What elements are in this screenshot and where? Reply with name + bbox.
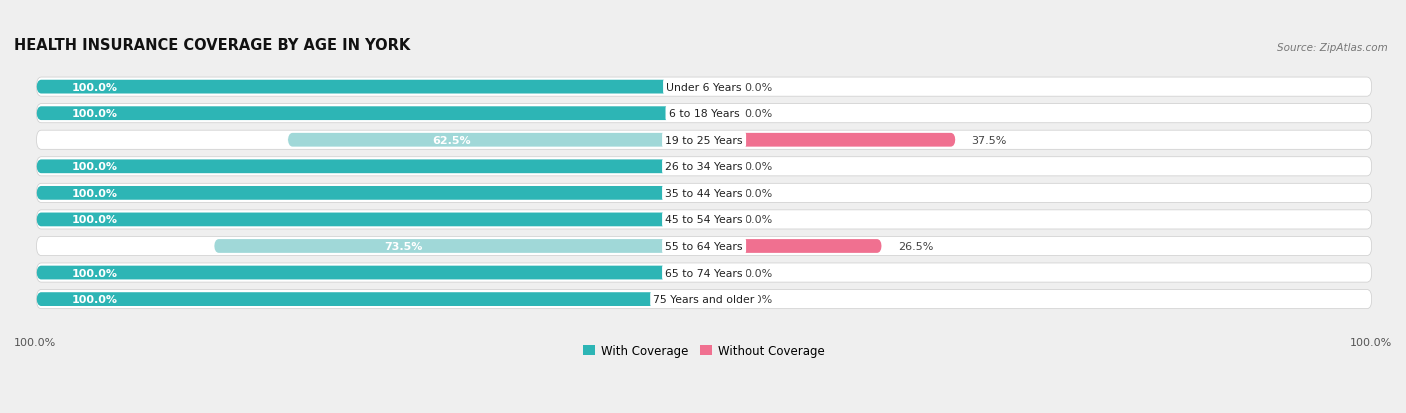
FancyBboxPatch shape xyxy=(37,131,1372,150)
FancyBboxPatch shape xyxy=(37,157,1372,176)
Text: Source: ZipAtlas.com: Source: ZipAtlas.com xyxy=(1277,43,1388,53)
FancyBboxPatch shape xyxy=(37,210,1372,230)
Text: 75 Years and older: 75 Years and older xyxy=(654,294,755,304)
FancyBboxPatch shape xyxy=(37,160,704,174)
Text: 100.0%: 100.0% xyxy=(72,294,117,304)
Text: 0.0%: 0.0% xyxy=(744,215,772,225)
Text: 19 to 25 Years: 19 to 25 Years xyxy=(665,135,742,145)
Text: HEALTH INSURANCE COVERAGE BY AGE IN YORK: HEALTH INSURANCE COVERAGE BY AGE IN YORK xyxy=(14,38,411,53)
Text: 0.0%: 0.0% xyxy=(744,294,772,304)
FancyBboxPatch shape xyxy=(704,240,882,253)
Text: 6 to 18 Years: 6 to 18 Years xyxy=(669,109,740,119)
Text: 100.0%: 100.0% xyxy=(72,83,117,93)
FancyBboxPatch shape xyxy=(37,78,1372,97)
Text: 0.0%: 0.0% xyxy=(744,188,772,198)
Text: 0.0%: 0.0% xyxy=(744,162,772,172)
Text: 65 to 74 Years: 65 to 74 Years xyxy=(665,268,742,278)
Text: 100.0%: 100.0% xyxy=(1350,337,1392,347)
Text: 100.0%: 100.0% xyxy=(72,188,117,198)
FancyBboxPatch shape xyxy=(37,292,704,306)
Text: Under 6 Years: Under 6 Years xyxy=(666,83,742,93)
FancyBboxPatch shape xyxy=(37,107,704,121)
Text: 55 to 64 Years: 55 to 64 Years xyxy=(665,242,742,252)
FancyBboxPatch shape xyxy=(37,263,1372,282)
FancyBboxPatch shape xyxy=(37,104,1372,123)
FancyBboxPatch shape xyxy=(37,187,704,200)
Text: 100.0%: 100.0% xyxy=(72,268,117,278)
Text: 0.0%: 0.0% xyxy=(744,83,772,93)
Text: 26 to 34 Years: 26 to 34 Years xyxy=(665,162,742,172)
FancyBboxPatch shape xyxy=(288,133,704,147)
FancyBboxPatch shape xyxy=(214,240,704,253)
Text: 0.0%: 0.0% xyxy=(744,268,772,278)
Text: 100.0%: 100.0% xyxy=(72,109,117,119)
Text: 35 to 44 Years: 35 to 44 Years xyxy=(665,188,742,198)
Text: 45 to 54 Years: 45 to 54 Years xyxy=(665,215,742,225)
Text: 100.0%: 100.0% xyxy=(72,162,117,172)
FancyBboxPatch shape xyxy=(704,133,956,147)
Text: 0.0%: 0.0% xyxy=(744,109,772,119)
FancyBboxPatch shape xyxy=(37,290,1372,309)
Text: 73.5%: 73.5% xyxy=(384,242,422,252)
Text: 37.5%: 37.5% xyxy=(972,135,1007,145)
Legend: With Coverage, Without Coverage: With Coverage, Without Coverage xyxy=(579,340,830,362)
Text: 62.5%: 62.5% xyxy=(432,135,471,145)
Text: 26.5%: 26.5% xyxy=(898,242,934,252)
Text: 100.0%: 100.0% xyxy=(72,215,117,225)
FancyBboxPatch shape xyxy=(37,266,704,280)
FancyBboxPatch shape xyxy=(37,81,704,94)
FancyBboxPatch shape xyxy=(37,237,1372,256)
FancyBboxPatch shape xyxy=(37,184,1372,203)
Text: 100.0%: 100.0% xyxy=(14,337,56,347)
FancyBboxPatch shape xyxy=(37,213,704,227)
